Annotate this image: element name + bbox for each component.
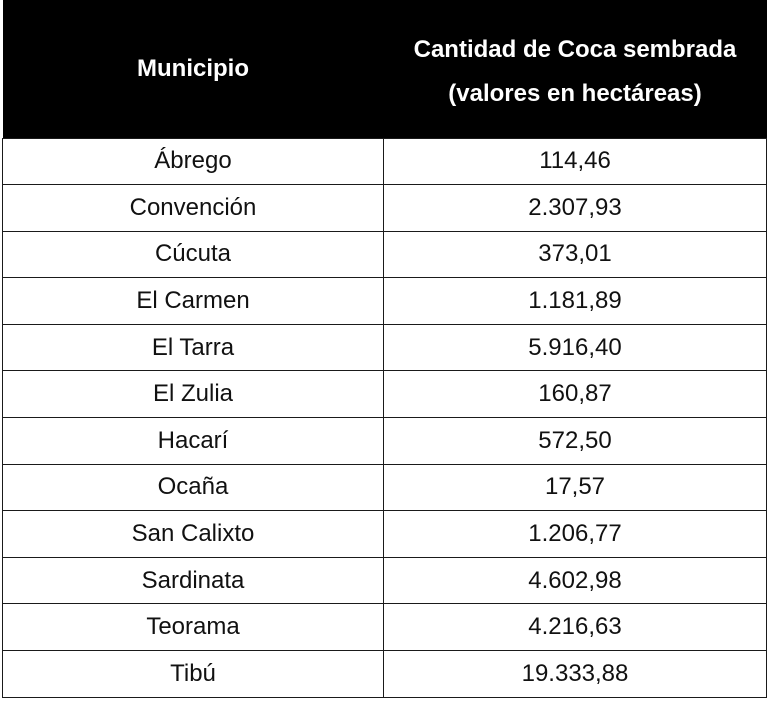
cell-municipio: Teorama <box>2 603 384 652</box>
table-header: Municipio Cantidad de Coca sembrada (val… <box>2 0 767 138</box>
header-cantidad: Cantidad de Coca sembrada (valores en he… <box>383 0 767 138</box>
table-row: El Carmen 1.181,89 <box>2 277 767 325</box>
table-row: Tibú 19.333,88 <box>2 650 767 698</box>
cell-municipio: San Calixto <box>2 510 384 558</box>
cell-municipio: Sardinata <box>2 556 384 605</box>
cell-valor: 373,01 <box>383 230 767 279</box>
table-row: Sardinata 4.602,98 <box>2 556 767 605</box>
cell-valor: 572,50 <box>383 417 767 465</box>
cell-municipio: Hacarí <box>2 417 384 465</box>
cell-valor: 1.181,89 <box>383 277 767 325</box>
table-row: El Tarra 5.916,40 <box>2 323 767 372</box>
table-row: Hacarí 572,50 <box>2 417 767 465</box>
header-row: Municipio Cantidad de Coca sembrada (val… <box>2 0 767 138</box>
table-row: El Zulia 160,87 <box>2 370 767 419</box>
cell-municipio: El Carmen <box>2 277 384 325</box>
cell-municipio: Tibú <box>2 650 384 698</box>
table-row: Convención 2.307,93 <box>2 184 767 232</box>
table-row: Ocaña 17,57 <box>2 463 767 512</box>
table-row: Cúcuta 373,01 <box>2 230 767 279</box>
cell-valor: 160,87 <box>383 370 767 419</box>
cell-valor: 1.206,77 <box>383 510 767 558</box>
cell-municipio: Ocaña <box>2 463 384 512</box>
cell-municipio: Convención <box>2 184 384 232</box>
cell-valor: 5.916,40 <box>383 323 767 372</box>
cell-valor: 19.333,88 <box>383 650 767 698</box>
cell-municipio: Ábrego <box>2 137 384 186</box>
header-cantidad-line1: Cantidad de Coca sembrada <box>413 35 737 63</box>
header-cantidad-line2: (valores en hectáreas) <box>448 79 702 107</box>
cell-valor: 4.602,98 <box>383 556 767 605</box>
cell-municipio: El Tarra <box>2 323 384 372</box>
cell-valor: 2.307,93 <box>383 184 767 232</box>
cell-municipio: El Zulia <box>2 370 384 419</box>
header-municipio: Municipio <box>2 0 384 138</box>
cell-valor: 114,46 <box>383 137 767 186</box>
cell-municipio: Cúcuta <box>2 230 384 279</box>
table-row: San Calixto 1.206,77 <box>2 510 767 558</box>
header-municipio-label: Municipio <box>137 54 249 82</box>
cell-valor: 17,57 <box>383 463 767 512</box>
table-row: Ábrego 114,46 <box>2 137 767 186</box>
table-row: Teorama 4.216,63 <box>2 603 767 652</box>
table-body: Ábrego 114,46 Convención 2.307,93 Cúcuta… <box>2 137 767 698</box>
cell-valor: 4.216,63 <box>383 603 767 652</box>
